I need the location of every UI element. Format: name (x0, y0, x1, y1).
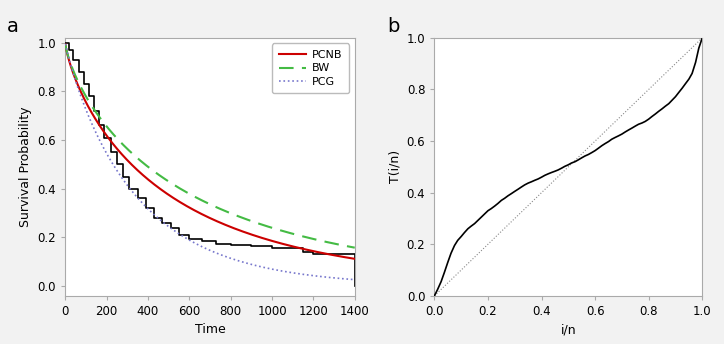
Legend: PCNB, BW, PCG: PCNB, BW, PCG (272, 43, 349, 93)
X-axis label: Time: Time (195, 323, 225, 336)
Text: b: b (387, 17, 400, 36)
Y-axis label: Survival Probability: Survival Probability (19, 107, 32, 227)
Y-axis label: T(i/n): T(i/n) (388, 150, 401, 183)
Text: a: a (7, 17, 19, 36)
X-axis label: i/n: i/n (560, 323, 576, 336)
